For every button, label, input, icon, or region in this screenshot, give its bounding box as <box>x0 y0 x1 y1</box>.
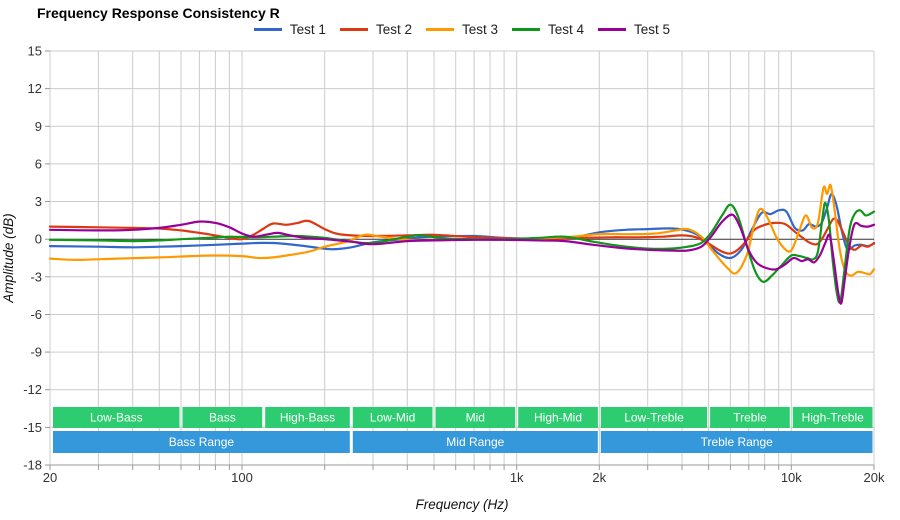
legend-item-label: Test 5 <box>634 22 671 37</box>
y-tick--9: -9 <box>30 345 42 360</box>
band-low-mid: Low-Mid <box>352 407 433 428</box>
svg-text:Low-Mid: Low-Mid <box>370 411 415 425</box>
series-test-2 <box>48 217 876 255</box>
band-bass: Bass <box>182 407 263 428</box>
legend-item-label: Test 2 <box>375 22 412 37</box>
band-treble-range: Treble Range <box>600 431 873 453</box>
svg-text:High-Bass: High-Bass <box>280 411 335 425</box>
band-high-bass: High-Bass <box>265 407 350 428</box>
series-test-3 <box>48 183 876 277</box>
x-tick-2k: 2k <box>592 470 606 485</box>
legend-line-swatch <box>339 28 368 31</box>
x-tick-20k: 20k <box>864 470 885 485</box>
legend-item-test-2[interactable]: Test 2 <box>339 22 412 37</box>
svg-text:Low-Treble: Low-Treble <box>624 411 684 425</box>
y-tick-9: 9 <box>35 119 42 134</box>
band-high-mid: High-Mid <box>518 407 598 428</box>
legend: Test 1 Test 2 Test 3 Test 4 Test 5 <box>50 22 874 37</box>
svg-text:High-Mid: High-Mid <box>534 411 582 425</box>
band-mid: Mid <box>435 407 516 428</box>
legend-item-test-1[interactable]: Test 1 <box>253 22 326 37</box>
svg-text:Treble Range: Treble Range <box>701 435 774 449</box>
svg-text:Mid Range: Mid Range <box>446 435 504 449</box>
y-tick--3: -3 <box>30 269 42 284</box>
legend-item-label: Test 1 <box>289 22 326 37</box>
y-tick-0: 0 <box>35 232 42 247</box>
legend-line-swatch <box>425 28 454 31</box>
y-tick--12: -12 <box>23 382 42 397</box>
x-tick-1k: 1k <box>510 470 524 485</box>
band-low-treble: Low-Treble <box>600 407 708 428</box>
legend-item-test-4[interactable]: Test 4 <box>512 22 584 37</box>
band-bass-range: Bass Range <box>53 431 350 453</box>
legend-item-test-5[interactable]: Test 5 <box>598 22 670 37</box>
legend-item-test-3[interactable]: Test 3 <box>425 22 499 37</box>
y-tick-3: 3 <box>35 194 42 209</box>
band-treble: Treble <box>710 407 790 428</box>
y-tick-6: 6 <box>35 156 42 171</box>
series-test-1 <box>48 192 876 260</box>
y-tick--18: -18 <box>23 458 42 473</box>
svg-text:Bass Range: Bass Range <box>169 435 235 449</box>
x-tick-20: 20 <box>43 470 57 485</box>
x-tick-10k: 10k <box>781 470 802 485</box>
y-tick-15: 15 <box>28 44 42 59</box>
legend-item-label: Test 4 <box>548 22 585 37</box>
series-test-5 <box>48 213 876 305</box>
band-mid-range: Mid Range <box>352 431 598 453</box>
frequency-bands: Low-Bass Bass High-Bass Low-Mid Mid High-Mid L… <box>53 407 873 453</box>
legend-line-swatch <box>512 28 541 31</box>
y-tick--6: -6 <box>30 307 42 322</box>
x-axis-label: Frequency (Hz) <box>415 497 508 512</box>
svg-text:Low-Bass: Low-Bass <box>90 411 143 425</box>
svg-text:Bass: Bass <box>209 411 236 425</box>
legend-item-label: Test 3 <box>461 22 499 37</box>
chart-title: Frequency Response Consistency R <box>37 5 280 21</box>
y-axis-label: Amplitude (dB) <box>1 213 16 303</box>
band-low-bass: Low-Bass <box>53 407 180 428</box>
tick-labels: 20 100 1k 2k 10k 20k 15 12 9 6 3 0 -3 -6 -9 -12 -15 -18 <box>23 44 885 486</box>
y-tick-12: 12 <box>28 81 42 96</box>
svg-text:High-Treble: High-Treble <box>802 411 865 425</box>
x-tick-100: 100 <box>231 470 253 485</box>
legend-line-swatch <box>598 28 627 31</box>
svg-text:Mid: Mid <box>466 411 485 425</box>
series-curves <box>48 183 876 305</box>
legend-line-swatch <box>253 28 282 31</box>
band-high-treble: High-Treble <box>792 407 873 428</box>
svg-text:Treble: Treble <box>733 411 767 425</box>
y-tick--15: -15 <box>23 420 42 435</box>
